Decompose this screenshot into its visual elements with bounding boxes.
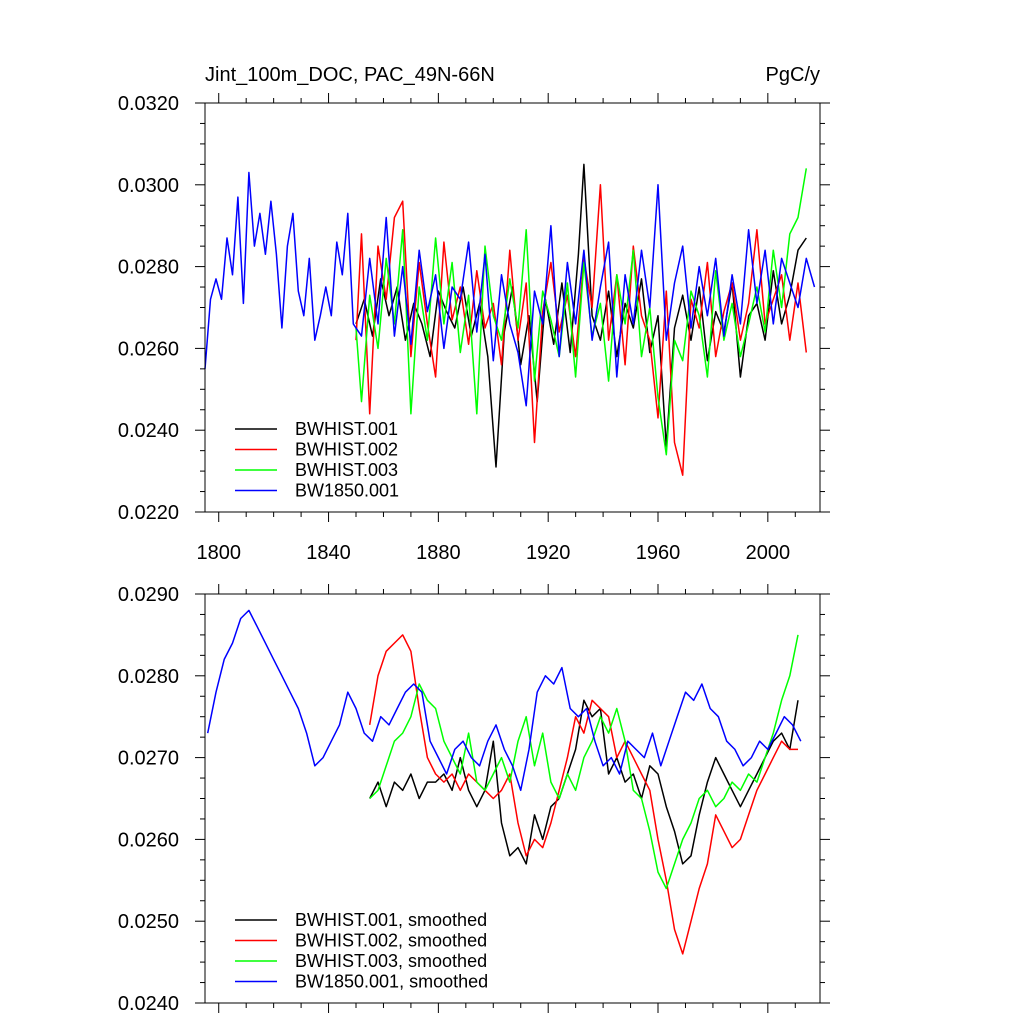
legend-label: BW1850.001 (295, 481, 399, 501)
legend-label: BWHIST.003, smoothed (295, 951, 487, 971)
x-tick-label: 1800 (196, 542, 241, 564)
legend-label: BWHIST.001, smoothed (295, 910, 487, 930)
y-tick-label: 0.0240 (118, 993, 179, 1015)
series-line-2-1 (369, 699, 799, 865)
chart-units: PgC/y (766, 64, 820, 86)
x-tick-label: 2000 (746, 542, 791, 564)
panel-2: 0.0240 0.0250 0.0260 0.0270 0.0280 0.0290 BWHI… (118, 584, 830, 1015)
chart-title: Jint_100m_DOC, PAC_49N-66N (205, 64, 495, 86)
y-tick-label: 0.0280 (118, 666, 179, 688)
y-tick-label: 0.0270 (118, 748, 179, 770)
series-line-1-4 (204, 171, 816, 407)
legend-label: BWHIST.003 (295, 460, 398, 480)
x-tick-label: 1880 (416, 542, 461, 564)
y-tick-label: 0.0280 (118, 257, 179, 279)
legend-label: BWHIST.002 (295, 440, 398, 460)
x-tick-label: 1960 (636, 542, 681, 564)
legend-label: BW1850.001, smoothed (295, 972, 488, 992)
y-tick-label: 0.0220 (118, 502, 179, 524)
panel-1: 0.0220 0.0240 0.0260 0.0280 0.0300 0.0320 1800… (118, 64, 830, 564)
legend-label: BWHIST.001 (295, 419, 398, 439)
x-tick-label: 1920 (526, 542, 571, 564)
y-tick-label: 0.0250 (118, 911, 179, 933)
y-tick-label: 0.0260 (118, 338, 179, 360)
legend-label: BWHIST.002, smoothed (295, 931, 487, 951)
y-tick-label: 0.0240 (118, 420, 179, 442)
y-tick-label: 0.0260 (118, 829, 179, 851)
x-tick-label: 1840 (306, 542, 351, 564)
y-tick-label: 0.0300 (118, 175, 179, 197)
series-line-1-3 (355, 168, 808, 456)
series-line-2-3 (369, 634, 799, 890)
series-line-2-2 (368, 634, 798, 955)
y-tick-label: 0.0290 (118, 584, 179, 606)
series-line-2-4 (206, 609, 802, 792)
y-tick-label: 0.0320 (118, 93, 179, 115)
